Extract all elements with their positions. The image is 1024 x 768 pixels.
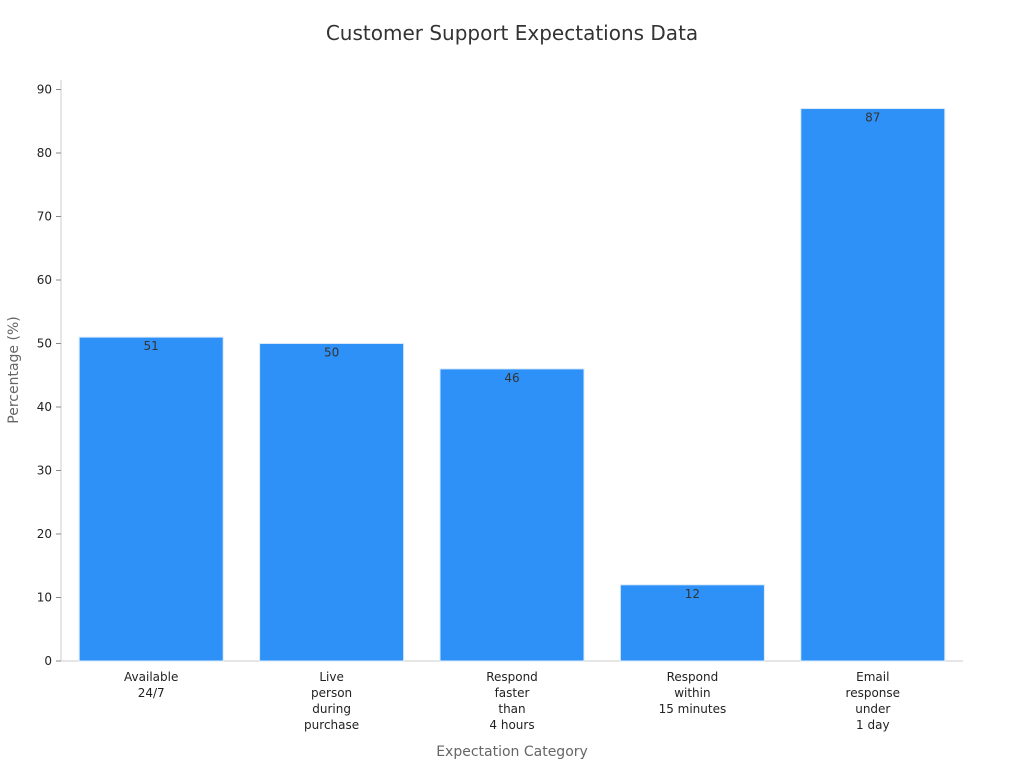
y-tick-label: 80 — [37, 146, 52, 160]
data-label: 46 — [504, 371, 519, 385]
y-tick-label: 70 — [37, 210, 52, 224]
x-tick-label: faster — [495, 686, 530, 700]
bar — [259, 343, 405, 662]
y-tick-label: 40 — [37, 400, 52, 414]
data-label: 12 — [685, 587, 700, 601]
y-tick-label: 0 — [44, 654, 52, 668]
x-tick-label: than — [498, 702, 525, 716]
bar — [800, 108, 946, 662]
y-tick-label: 50 — [37, 337, 52, 351]
x-tick-label: 4 hours — [489, 718, 534, 732]
y-tick-label: 90 — [37, 83, 52, 97]
data-label: 51 — [144, 339, 159, 353]
x-tick-label: under — [855, 702, 890, 716]
bar — [619, 584, 765, 662]
x-tick-label: Respond — [667, 670, 719, 684]
y-tick-label: 20 — [37, 527, 52, 541]
y-axis-title: Percentage (%) — [6, 316, 22, 423]
chart-title: Customer Support Expectations Data — [326, 21, 698, 45]
y-tick-label: 30 — [37, 464, 52, 478]
x-tick-label: Respond — [486, 670, 538, 684]
x-tick-label: within — [674, 686, 710, 700]
x-tick-label: 15 minutes — [659, 702, 727, 716]
x-axis-title: Expectation Category — [436, 744, 588, 760]
x-tick-label: 24/7 — [138, 686, 165, 700]
x-tick-label: Available — [124, 670, 178, 684]
x-tick-label: person — [311, 686, 352, 700]
x-tick-label: response — [846, 686, 901, 700]
data-label: 87 — [865, 111, 880, 125]
plot-area: 0 10 20 30 40 50 60 70 80 90 51 Available 24/7 50 Live… — [37, 80, 963, 732]
bar — [78, 336, 224, 662]
y-tick-label: 10 — [37, 591, 52, 605]
data-label: 50 — [324, 346, 339, 360]
x-tick-label: 1 day — [856, 718, 890, 732]
x-tick-label: purchase — [304, 718, 359, 732]
x-tick-label: during — [312, 702, 351, 716]
y-tick-label: 60 — [37, 273, 52, 287]
bar — [439, 368, 585, 662]
x-tick-label: Live — [319, 670, 344, 684]
x-tick-label: Email — [856, 670, 889, 684]
